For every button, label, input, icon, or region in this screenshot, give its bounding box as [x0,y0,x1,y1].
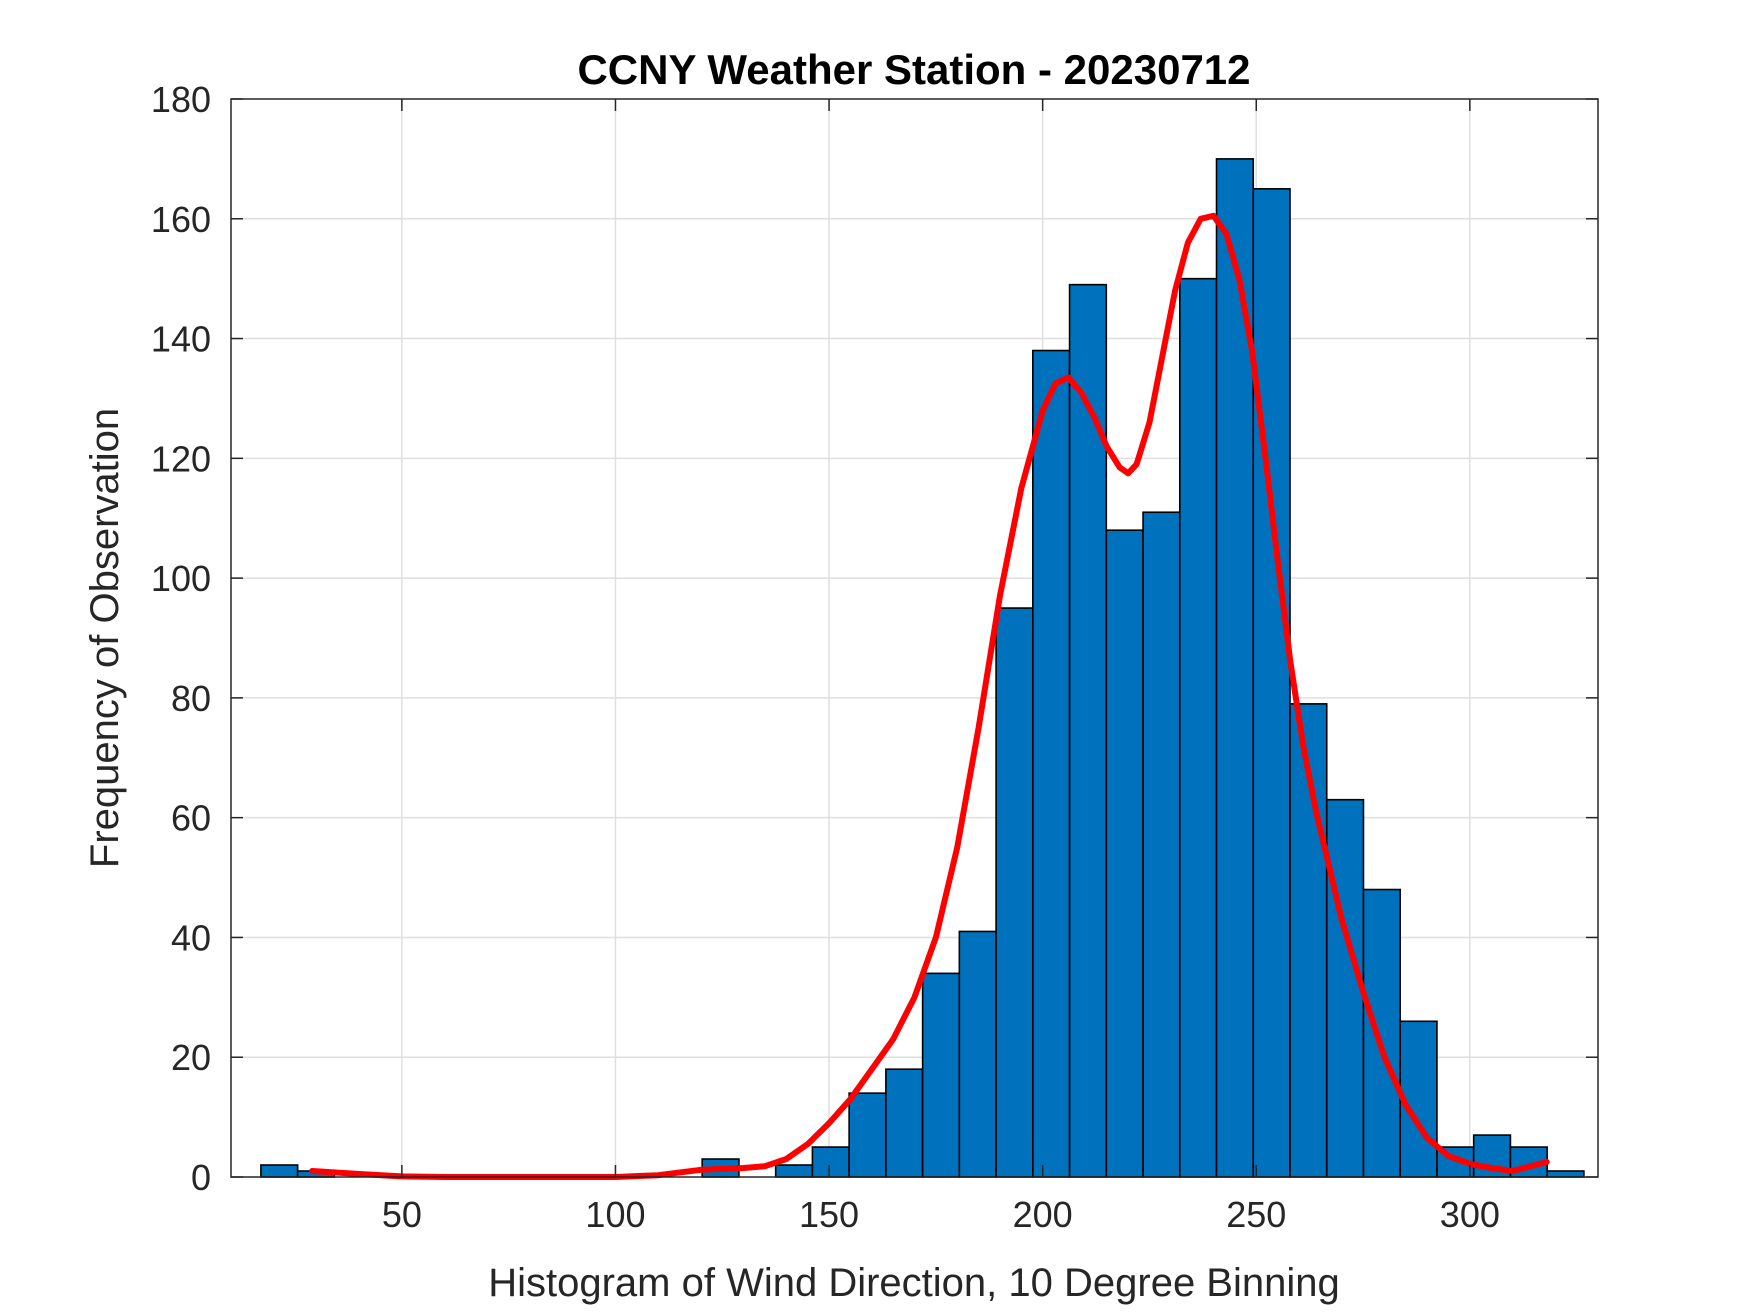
histogram-bar [1252,188,1291,1178]
histogram-bar [1546,1170,1585,1178]
histogram-bar [1325,798,1365,1178]
histogram-bar [848,1092,887,1178]
histogram-bar [1032,349,1071,1178]
chart-title: CCNY Weather Station - 20230712 [577,46,1250,93]
y-tick-label: 40 [171,917,211,958]
axes-box [230,98,1599,1178]
y-tick-label: 140 [151,319,211,360]
x-tick-label: 100 [585,1194,645,1235]
x-tick-label: 250 [1226,1194,1286,1235]
y-tick-label: 60 [171,798,211,839]
histogram-bar [1289,703,1328,1178]
histogram-bar [1068,283,1108,1178]
histogram-bar [1362,888,1402,1178]
histogram-bar [885,1068,924,1178]
y-tick-label: 100 [151,558,211,599]
histogram-bar [260,1164,299,1178]
histogram-bar [995,607,1034,1178]
y-tick-label: 20 [171,1037,211,1078]
y-tick-label: 160 [151,199,211,240]
histogram-bar [921,972,961,1178]
histogram-bar [958,930,997,1178]
axis-ticks [231,98,1598,1178]
histogram-bar [1178,277,1218,1178]
y-tick-label: 180 [151,79,211,120]
histogram-bar [811,1146,850,1178]
x-tick-label: 200 [1013,1194,1073,1235]
y-tick-label: 80 [171,678,211,719]
y-axis-label: Frequency of Observation [83,408,127,868]
x-tick-label: 150 [799,1194,859,1235]
histogram-bar [1142,511,1181,1178]
histogram-bar [1105,529,1144,1178]
y-tick-label: 0 [191,1157,211,1198]
y-tick-labels: 0 20 40 60 80 100 120 140 160 180 [151,79,211,1198]
x-tick-label: 300 [1440,1194,1500,1235]
x-axis-label: Histogram of Wind Direction, 10 Degree B… [488,1261,1340,1305]
x-tick-labels: 50 100 150 200 250 300 [382,1194,1500,1235]
fit-curve-line [309,212,1550,1180]
histogram-bars [260,158,1585,1178]
histogram-bar [774,1164,814,1178]
x-tick-label: 50 [382,1194,422,1235]
y-tick-label: 120 [151,438,211,479]
